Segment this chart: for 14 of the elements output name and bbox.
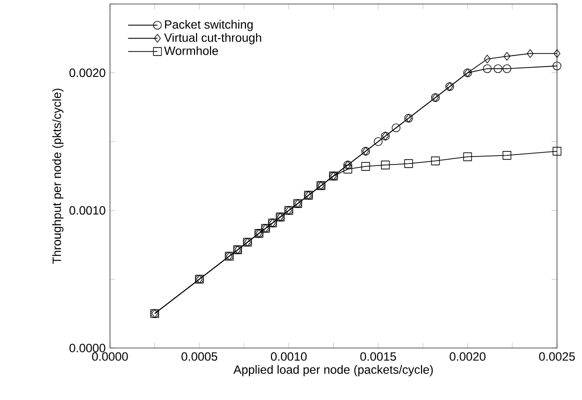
y-tick-label: 0.0020 <box>69 68 106 78</box>
x-tick-label: 0.0015 <box>360 352 396 361</box>
x-tick-label: 0.0005 <box>182 352 218 361</box>
x-tick-label: 0.0010 <box>270 352 307 361</box>
legend-label: Wormhole <box>164 46 218 56</box>
x-axis-title: Applied load per node (packets/cycle) <box>233 365 433 376</box>
y-axis-title: Throughput per node (pkts/cycle) <box>52 88 64 264</box>
legend-label: Virtual cut-through <box>164 33 262 44</box>
legend-label: Packet switching <box>165 20 253 32</box>
x-tick-label: 0.0020 <box>450 352 486 361</box>
y-tick-label: 0.0000 <box>69 344 106 352</box>
x-tick-label: 0.0025 <box>539 352 575 361</box>
x-tick-label: 0.0000 <box>92 352 128 361</box>
y-tick-label: 0.0010 <box>69 206 106 215</box>
